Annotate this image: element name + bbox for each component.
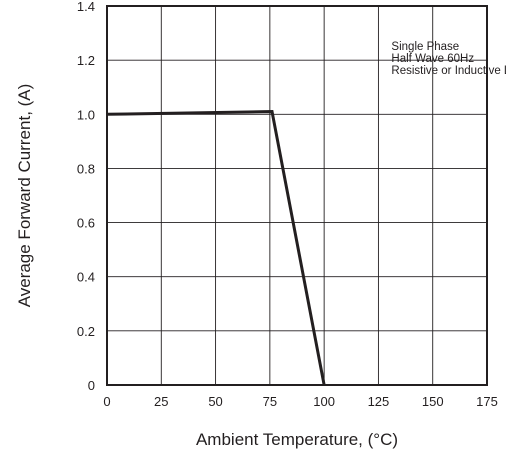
y-tick-label: 0.4 [77, 270, 95, 285]
x-tick-labels: 0 25 50 75 100 125 150 175 [103, 394, 497, 409]
annotation-box: Single Phase Half Wave 60Hz Resistive or… [391, 41, 506, 77]
x-axis-title: Ambient Temperature, (°C) [196, 430, 398, 449]
series-line [106, 110, 326, 386]
x-tick-label: 100 [313, 394, 335, 409]
series-layer [106, 110, 326, 386]
y-tick-label: 0.6 [77, 216, 95, 231]
y-tick-label: 0.8 [77, 161, 95, 176]
x-tick-label: 25 [154, 394, 168, 409]
annotation-line-2: Half Wave 60Hz [391, 53, 474, 65]
x-tick-label: 75 [263, 394, 277, 409]
y-tick-label: 0 [88, 378, 95, 393]
y-tick-labels: 0 0.2 0.4 0.6 0.8 1.0 1.2 1.4 [77, 0, 95, 393]
annotation-line-3: Resistive or Inductive Loae [391, 65, 506, 77]
y-tick-label: 1.0 [77, 107, 95, 122]
x-tick-label: 150 [422, 394, 444, 409]
annotation-line-1: Single Phase [391, 41, 459, 53]
x-tick-label: 50 [208, 394, 222, 409]
x-tick-label: 175 [476, 394, 498, 409]
y-tick-label: 1.4 [77, 0, 95, 14]
plot-frame [106, 5, 488, 386]
x-tick-label: 125 [368, 394, 390, 409]
x-tick-label: 0 [103, 394, 110, 409]
y-tick-label: 1.2 [77, 53, 95, 68]
grid [106, 5, 488, 386]
y-axis-title: Average Forward Current, (A) [15, 84, 34, 308]
y-tick-label: 0.2 [77, 324, 95, 339]
